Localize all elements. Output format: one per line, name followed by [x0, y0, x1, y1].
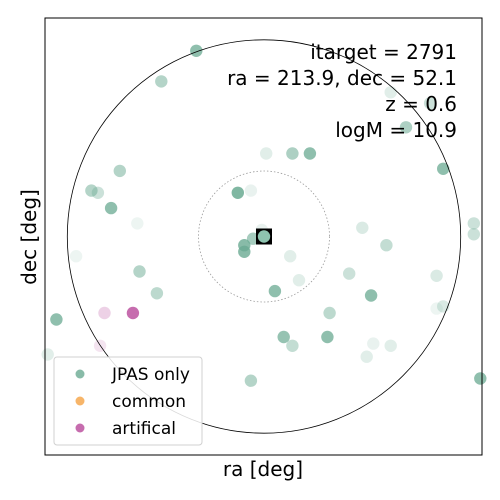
legend-marker-artifical — [75, 423, 85, 433]
data-point-jpas-only — [364, 289, 378, 302]
data-point-jpas-only — [244, 184, 258, 197]
data-point-artifical — [126, 306, 140, 320]
radius-circles — [66, 39, 462, 434]
data-point-jpas-only — [190, 44, 203, 57]
annotation-block: itarget = 2791 ra = 213.9, dec = 52.1 z … — [227, 40, 457, 142]
annotation-ra-dec: ra = 213.9, dec = 52.1 — [227, 66, 457, 90]
data-point-jpas-only — [430, 269, 443, 282]
data-point-jpas-only — [41, 348, 54, 361]
data-point-jpas-only — [367, 337, 380, 350]
data-point-jpas-only — [399, 121, 413, 134]
data-point-jpas-only — [323, 306, 336, 320]
data-point-jpas-only — [286, 339, 299, 352]
data-point-jpas-only — [69, 250, 83, 263]
data-point-jpas-only — [85, 184, 98, 197]
legend-marker-jpas-only — [75, 369, 85, 379]
data-point-jpas-only — [104, 201, 118, 215]
plot-frame — [44, 17, 483, 456]
legend-label-common: common — [112, 392, 186, 412]
legend-label-artifical: artifical — [112, 419, 176, 439]
data-point-jpas-only — [155, 75, 168, 88]
inner-radius-circle — [198, 170, 330, 303]
data-point-jpas-only — [437, 162, 450, 175]
data-point-jpas-only — [286, 147, 299, 160]
data-point-jpas-only — [474, 372, 487, 385]
data-point-jpas-only — [467, 217, 480, 230]
legend-marker-common — [75, 396, 85, 406]
data-point-jpas-only — [150, 287, 164, 300]
annotation-itarget: itarget = 2791 — [310, 40, 457, 64]
data-point-jpas-only — [50, 313, 63, 326]
data-point-jpas-only — [384, 339, 397, 352]
data-point-jpas-only — [343, 267, 356, 280]
annotation-z: z = 0.6 — [385, 92, 457, 116]
data-point-jpas-only — [91, 186, 105, 199]
legend-box — [53, 356, 203, 446]
data-point-jpas-only — [303, 147, 317, 160]
data-point-jpas-only — [356, 221, 369, 234]
data-point-jpas-only — [284, 250, 297, 263]
data-point-jpas-only — [467, 228, 480, 241]
data-point-jpas-only — [113, 164, 127, 178]
annotation-logm: logM = 10.9 — [335, 118, 457, 142]
data-point-jpas-only — [231, 186, 244, 199]
data-point-jpas-only — [292, 274, 306, 287]
data-point-jpas-only — [260, 147, 273, 160]
data-point-jpas-only — [430, 302, 443, 315]
data-point-jpas-only — [268, 284, 282, 298]
data-point-jpas-only — [238, 245, 251, 258]
data-point-jpas-only — [360, 350, 373, 363]
data-point-artifical — [98, 306, 111, 320]
x-axis-label: ra [deg] — [223, 457, 303, 481]
data-point-jpas-only — [131, 217, 144, 230]
data-point-jpas-only — [277, 330, 290, 344]
data-point-jpas-only — [321, 330, 334, 344]
data-point-jpas-only — [423, 97, 437, 110]
data-point-jpas-only — [133, 265, 146, 278]
data-point-jpas-only — [244, 374, 258, 387]
legend-label-jpas-only: JPAS only — [111, 365, 190, 385]
target-marker-layer — [256, 228, 272, 245]
outer-radius-circle — [66, 39, 462, 434]
legend: JPAS only common artifical — [53, 356, 203, 446]
data-point-jpas-only — [380, 239, 393, 252]
y-axis-label: dec [deg] — [17, 189, 41, 285]
target-point — [257, 230, 271, 243]
